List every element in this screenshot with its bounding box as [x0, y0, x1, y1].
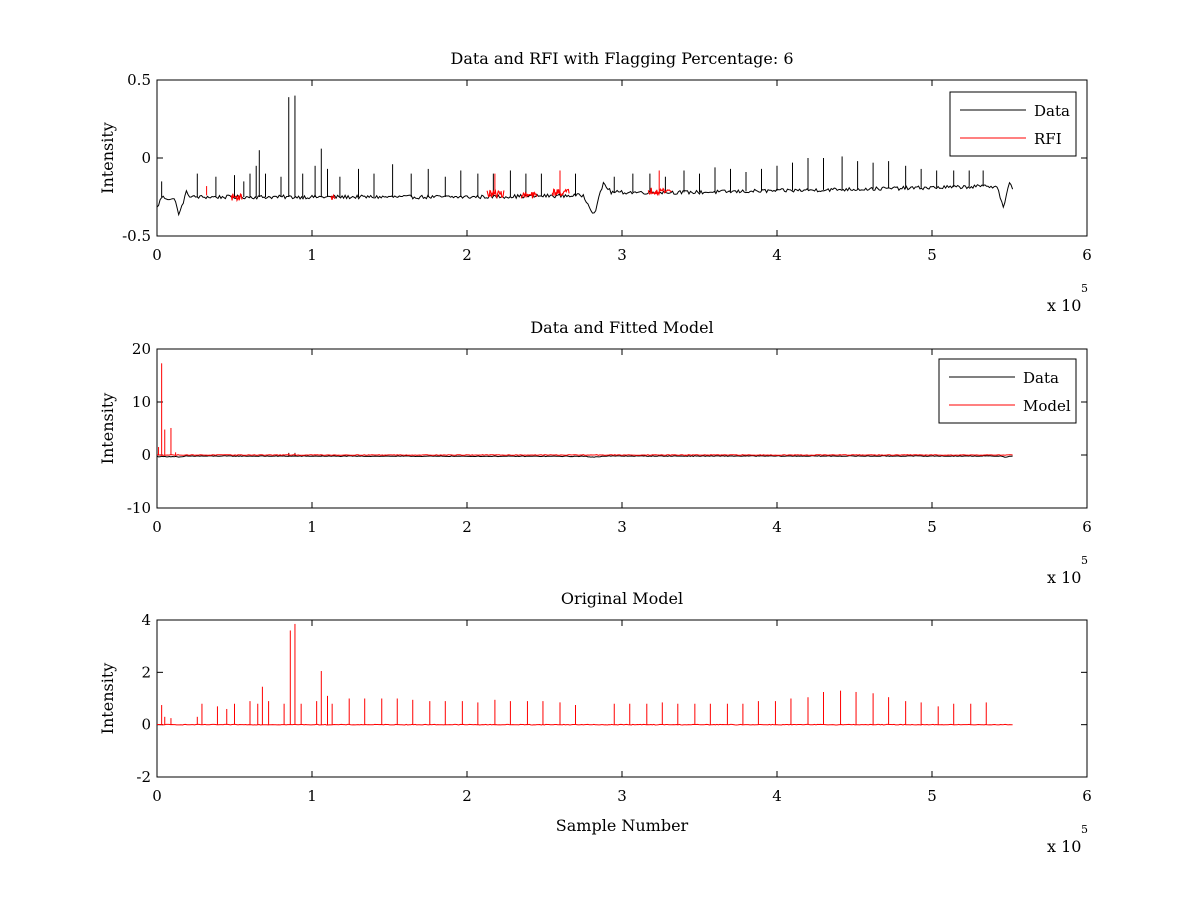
- series-data-line: [157, 181, 1014, 217]
- y-axis-label: Intensity: [98, 663, 117, 735]
- x-tick-label: 1: [307, 518, 317, 536]
- y-tick-label: 0.5: [127, 71, 151, 89]
- x-tick-label: 6: [1082, 518, 1092, 536]
- legend: Data Model: [938, 358, 1077, 424]
- x-tick-label: 4: [772, 246, 782, 264]
- x-axis-label: Sample Number: [556, 816, 689, 835]
- legend-label: Data: [1023, 369, 1059, 387]
- x-tick-label: 3: [617, 246, 627, 264]
- x-multiplier-exponent: 5: [1081, 554, 1088, 567]
- x-multiplier-base: x 10: [1047, 837, 1081, 856]
- axes-box: [156, 619, 1088, 778]
- x-tick-label: 4: [772, 518, 782, 536]
- x-tick-label: 1: [307, 246, 317, 264]
- x-multiplier-exponent: 5: [1081, 823, 1088, 836]
- series-model-line: [157, 723, 1013, 726]
- y-tick-label: 10: [132, 393, 151, 411]
- x-tick-label: 4: [772, 787, 782, 805]
- x-tick-label: 1: [307, 787, 317, 805]
- y-tick-label: 4: [141, 611, 151, 629]
- y-tick-label: 0: [141, 149, 151, 167]
- series-model-line: [157, 454, 1013, 456]
- plot-area: [157, 363, 1013, 458]
- chart-title: Original Model: [561, 589, 683, 608]
- legend-box: [938, 358, 1077, 424]
- y-tick-label: 2: [141, 663, 151, 681]
- x-tick-label: 6: [1082, 246, 1092, 264]
- x-tick-label: 2: [462, 246, 472, 264]
- series-rfi-band: [486, 189, 505, 199]
- series-rfi-band: [230, 192, 243, 203]
- subplots: Data and RFI with Flagging Percentage: 6…: [98, 49, 1092, 856]
- legend-box: [949, 91, 1077, 157]
- plot-area: [157, 95, 1014, 217]
- subplot-3: Original Model Intensity Sample Number 0 1 2 3…: [98, 589, 1092, 856]
- subplot-1: Data and RFI with Flagging Percentage: 6…: [98, 49, 1092, 315]
- x-tick-label: 5: [927, 787, 937, 805]
- axes-box: [156, 348, 1088, 509]
- series-rfi-band: [520, 191, 538, 199]
- chart-title: Data and RFI with Flagging Percentage: 6: [450, 49, 793, 68]
- x-multiplier-exponent: 5: [1081, 282, 1088, 295]
- plot-area: [157, 623, 1013, 726]
- x-tick-label: 0: [152, 787, 162, 805]
- legend-label: Model: [1023, 397, 1071, 415]
- series-rfi-band: [330, 193, 336, 201]
- x-tick-label: 2: [462, 787, 472, 805]
- x-tick-label: 5: [927, 518, 937, 536]
- axes-box: [156, 79, 1088, 237]
- x-tick-label: 0: [152, 246, 162, 264]
- legend-label: RFI: [1034, 130, 1062, 148]
- x-tick-label: 0: [152, 518, 162, 536]
- x-tick-label: 3: [617, 787, 627, 805]
- series-data-line: [157, 455, 1013, 458]
- chart-title: Data and Fitted Model: [530, 318, 713, 337]
- y-tick-label: -0.5: [122, 227, 151, 245]
- legend: Data RFI: [949, 91, 1077, 157]
- x-tick-label: 2: [462, 518, 472, 536]
- x-multiplier-base: x 10: [1047, 568, 1081, 587]
- series-rfi-band: [551, 188, 570, 197]
- x-tick-label: 6: [1082, 787, 1092, 805]
- x-tick-label: 3: [617, 518, 627, 536]
- y-axis-label: Intensity: [98, 122, 117, 194]
- y-tick-label: 0: [141, 446, 151, 464]
- legend-label: Data: [1034, 102, 1070, 120]
- y-tick-label: -2: [136, 768, 151, 786]
- y-axis-label: Intensity: [98, 393, 117, 465]
- series-rfi-band: [647, 187, 672, 197]
- x-tick-label: 5: [927, 246, 937, 264]
- y-tick-label: 20: [132, 340, 151, 358]
- y-tick-label: -10: [127, 499, 151, 517]
- x-multiplier-base: x 10: [1047, 296, 1081, 315]
- y-tick-label: 0: [141, 716, 151, 734]
- subplot-2: Data and Fitted Model Intensity 0 1 2 3 4 5 6 20 1…: [98, 318, 1092, 587]
